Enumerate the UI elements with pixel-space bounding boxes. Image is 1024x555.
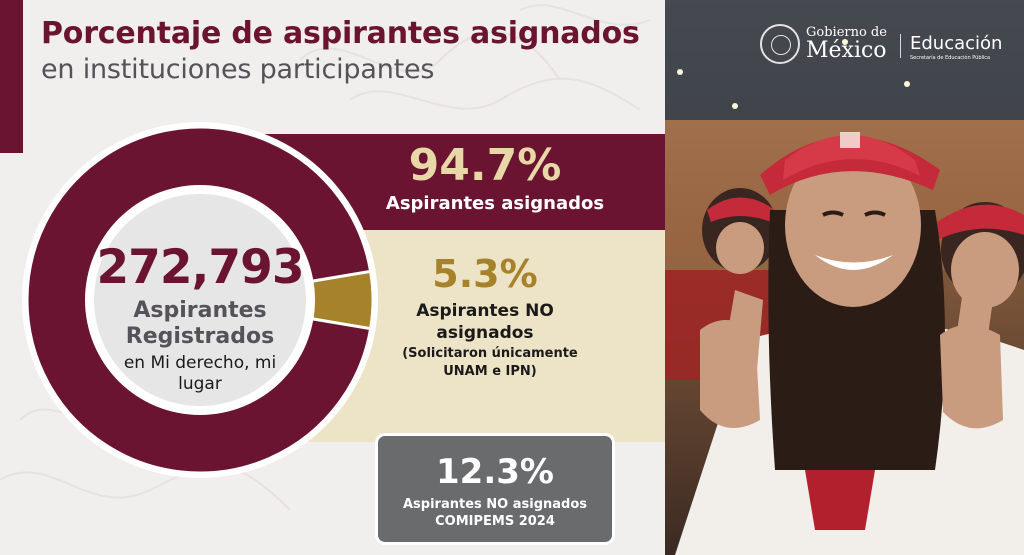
donut-center [94,194,306,406]
total-registered-sublabel: en Mi derecho, mi lugar [123,353,277,394]
page-subtitle: en instituciones participantes [41,54,435,85]
left-panel: Porcentaje de aspirantes asignados en in… [0,0,665,545]
not-assigned-label: Aspirantes NO asignados [416,301,554,343]
logo-divider [900,34,901,58]
gobierno-line2: México [806,38,887,63]
educacion-sub: Secretaría de Educación Pública [910,55,991,61]
government-logos: Gobierno de México Educación Secretaría … [760,22,1015,68]
assigned-percent: 94.7% [408,140,562,191]
gobierno-line1: Gobierno de [806,25,887,40]
mexico-seal-icon [760,24,800,64]
not-assigned-percent: 5.3% [432,252,538,296]
comipems-percent: 12.3% [436,452,554,492]
donut-chart [22,122,378,478]
assigned-label: Aspirantes asignados [385,193,605,214]
accent-bar [0,0,23,153]
not-assigned-note: (Solicitaron únicamente UNAM e IPN) [402,346,578,379]
comipems-label: Aspirantes NO asignados COMIPEMS 2024 [402,497,588,529]
comipems-box: 12.3% Aspirantes NO asignados COMIPEMS 2… [375,433,615,545]
total-registered-label: Aspirantes Registrados [125,298,275,349]
page-title: Porcentaje de aspirantes asignados [41,16,640,51]
student-photo [665,0,1024,555]
total-registered: 272,793 [96,240,304,295]
educacion-logo: Educación [910,33,1003,54]
